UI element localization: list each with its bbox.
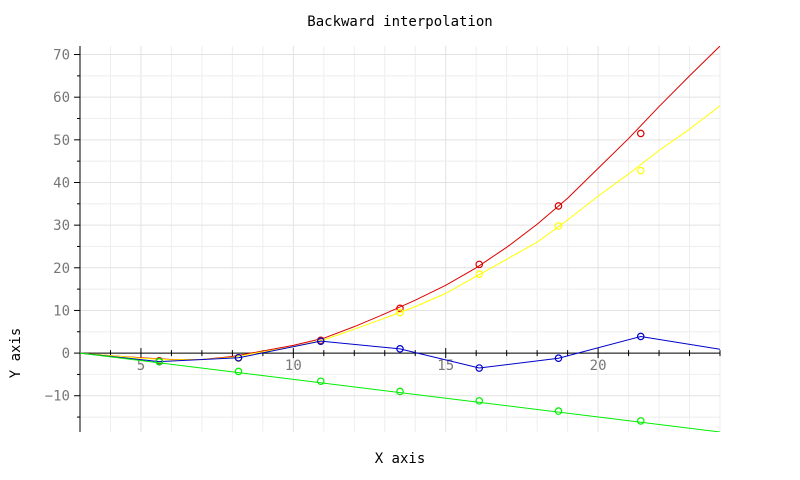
x-tick-label: 20 xyxy=(590,358,607,374)
data-point xyxy=(554,354,563,363)
series-2 xyxy=(80,105,720,366)
data-point xyxy=(396,387,404,396)
x-axis-label: X axis xyxy=(375,451,426,467)
data-point xyxy=(316,377,325,386)
data-point xyxy=(475,260,484,269)
y-tick-label: 40 xyxy=(53,175,70,191)
x-tick-label: 10 xyxy=(285,358,302,374)
chart-title: Backward interpolation xyxy=(307,14,492,30)
data-point xyxy=(636,417,645,425)
y-tick-label: 20 xyxy=(53,261,70,277)
series-group xyxy=(80,46,720,432)
data-point xyxy=(475,397,484,405)
data-point xyxy=(475,364,484,372)
y-tick-label: −10 xyxy=(45,389,70,405)
data-point xyxy=(396,308,404,317)
series-line xyxy=(80,105,720,361)
data-point xyxy=(554,222,563,230)
y-tick-label: 10 xyxy=(53,303,70,319)
y-tick-label: 70 xyxy=(53,48,70,64)
data-point xyxy=(636,166,645,175)
data-point xyxy=(234,353,243,362)
x-tick-label: 15 xyxy=(437,358,454,374)
x-tick-label: 5 xyxy=(137,358,145,374)
y-tick-label: 30 xyxy=(53,218,70,234)
data-point xyxy=(396,345,404,353)
data-point xyxy=(554,202,563,210)
series-line xyxy=(80,335,720,369)
data-point xyxy=(475,270,484,278)
data-point xyxy=(155,357,164,366)
data-point xyxy=(396,304,404,313)
grid xyxy=(79,46,721,432)
y-tick-label: 60 xyxy=(53,90,70,106)
axes: 5 10 15 20 −10 0 10 20 30 40 50 60 70 xyxy=(45,46,721,432)
data-point xyxy=(234,367,243,376)
series-3 xyxy=(80,332,720,372)
y-tick-label: 50 xyxy=(53,133,70,149)
data-point xyxy=(636,332,645,341)
data-point xyxy=(554,407,563,415)
data-point xyxy=(316,337,325,345)
data-point xyxy=(636,129,645,138)
y-tick-label: 0 xyxy=(62,346,70,362)
y-axis-label: Y axis xyxy=(8,328,24,379)
series-4 xyxy=(80,352,720,432)
series-line xyxy=(80,352,720,432)
